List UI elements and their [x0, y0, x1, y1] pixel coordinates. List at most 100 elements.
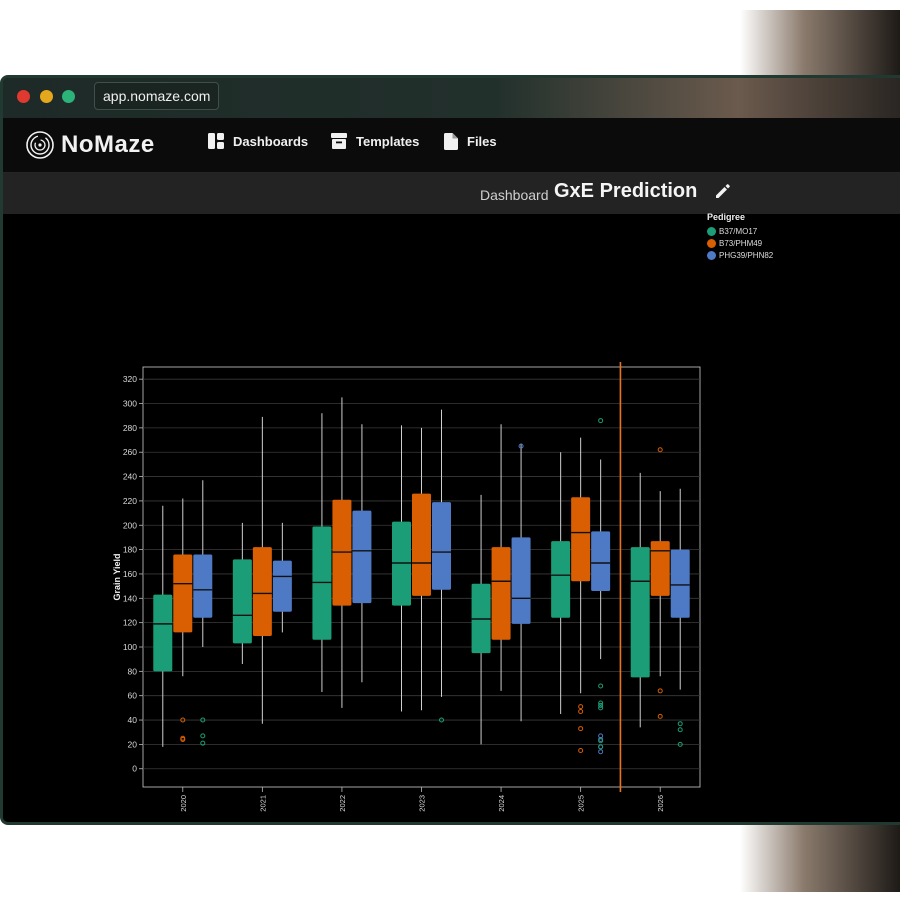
- y-tick-label: 140: [123, 593, 137, 603]
- legend-swatch: [707, 238, 716, 248]
- y-axis-label: Grain Yield: [112, 553, 122, 600]
- outlier-point: [657, 447, 663, 453]
- archive-icon: [331, 133, 347, 149]
- nav-files-label: Files: [467, 134, 497, 149]
- x-tick-label: 2025: [577, 795, 586, 812]
- legend-label: B73/PHM49: [719, 238, 763, 248]
- outlier-point: [578, 726, 584, 732]
- box-body: [252, 547, 272, 637]
- nav-templates[interactable]: Templates: [331, 133, 419, 149]
- box-body: [571, 497, 591, 582]
- outlier-point: [598, 700, 604, 706]
- outlier-point: [180, 717, 186, 723]
- y-tick-label: 60: [128, 691, 138, 701]
- y-tick-label: 0: [132, 764, 137, 774]
- outlier-point: [200, 733, 206, 739]
- y-tick-label: 200: [123, 520, 137, 530]
- box-body: [272, 560, 292, 612]
- x-tick-label: 2020: [179, 795, 188, 812]
- browser-chrome: app.nomaze.com: [3, 78, 900, 118]
- x-tick-label: 2026: [656, 795, 665, 812]
- legend-swatch: [707, 226, 716, 236]
- x-tick-label: 2023: [418, 795, 427, 812]
- brand-logo[interactable]: NoMaze: [25, 130, 155, 160]
- pencil-icon[interactable]: [714, 182, 732, 200]
- y-tick-label: 300: [123, 399, 137, 409]
- box-body: [491, 547, 511, 640]
- box-body: [591, 531, 611, 591]
- y-tick-label: 40: [128, 715, 138, 725]
- x-tick-label: 2021: [258, 795, 267, 812]
- legend-swatch: [707, 250, 716, 260]
- dashboard-section-label: Dashboard: [480, 187, 549, 203]
- y-tick-label: 160: [123, 569, 137, 579]
- box-body: [670, 549, 690, 618]
- file-icon: [444, 133, 458, 150]
- address-bar[interactable]: app.nomaze.com: [94, 82, 220, 110]
- y-tick-label: 320: [123, 374, 137, 384]
- outlier-point: [598, 683, 604, 689]
- chart-panel: 0 20 40 60 80 100 120 140 160 180 200 220 240 260 280 3…: [3, 214, 900, 822]
- box-body: [352, 510, 372, 604]
- x-tick-label: 2024: [497, 795, 506, 812]
- y-tick-label: 280: [123, 423, 137, 433]
- y-tick-label: 20: [128, 739, 138, 749]
- outlier-point: [180, 737, 186, 743]
- chart-legend: Pedigree B37/MO17 B73/PHM49 PHG39/PHN82: [707, 212, 773, 261]
- box-body: [193, 554, 213, 618]
- close-window-button[interactable]: [17, 90, 30, 103]
- y-tick-label: 120: [123, 618, 137, 628]
- box-body: [630, 547, 650, 678]
- y-tick-label: 100: [123, 642, 137, 652]
- dashboard-title: GxE Prediction: [554, 180, 698, 202]
- nav-files[interactable]: Files: [444, 133, 497, 150]
- outlier-point: [598, 738, 604, 744]
- outlier-point: [578, 709, 584, 715]
- outlier-point: [578, 747, 584, 753]
- legend-title: Pedigree: [707, 212, 746, 222]
- box-body: [153, 594, 173, 672]
- outlier-point: [578, 704, 584, 710]
- outlier-point: [598, 702, 604, 708]
- outlier-point: [598, 749, 604, 755]
- outlier-point: [677, 721, 683, 727]
- maximize-window-button[interactable]: [62, 90, 75, 103]
- brand-name: NoMaze: [61, 131, 155, 158]
- minimize-window-button[interactable]: [40, 90, 53, 103]
- y-tick-label: 80: [128, 666, 138, 676]
- y-tick-label: 240: [123, 472, 137, 482]
- y-tick-label: 220: [123, 496, 137, 506]
- x-tick-label: 2022: [338, 795, 347, 812]
- dashboard-header: Dashboard GxE Prediction: [3, 173, 900, 214]
- outlier-point: [598, 744, 604, 750]
- legend-item[interactable]: PHG39/PHN82: [707, 249, 773, 261]
- outlier-point: [657, 688, 663, 694]
- box-body: [412, 493, 431, 596]
- box-body: [432, 502, 451, 590]
- nav-dashboards-label: Dashboards: [233, 133, 309, 149]
- outlier-point: [200, 717, 206, 723]
- box-body: [551, 541, 571, 618]
- box-body: [511, 537, 531, 624]
- top-nav: NoMaze Dashboards Templates Files: [3, 118, 900, 173]
- legend-item[interactable]: B37/MO17: [707, 225, 773, 237]
- dashboard-icon: [208, 133, 224, 149]
- box-body: [650, 541, 670, 596]
- maze-logo-icon: [26, 131, 54, 159]
- nav-templates-label: Templates: [356, 133, 420, 149]
- legend-label: PHG39/PHN82: [719, 250, 774, 260]
- outlier-point: [657, 713, 663, 719]
- boxplot-chart: 0 20 40 60 80 100 120 140 160 180 200 220 240 260 280 3…: [112, 362, 701, 812]
- outlier-point: [598, 705, 604, 711]
- nav-dashboards[interactable]: Dashboards: [208, 133, 308, 149]
- browser-window: app.nomaze.com NoMaze Dashboards: [0, 75, 900, 825]
- y-tick-label: 260: [123, 447, 137, 457]
- outlier-point: [518, 443, 524, 449]
- y-tick-label: 180: [123, 545, 137, 555]
- legend-item[interactable]: B73/PHM49: [707, 237, 773, 249]
- outlier-point: [439, 717, 444, 723]
- outlier-point: [677, 727, 683, 733]
- legend-label: B37/MO17: [719, 226, 758, 236]
- outlier-point: [598, 418, 604, 424]
- box-body: [232, 559, 252, 644]
